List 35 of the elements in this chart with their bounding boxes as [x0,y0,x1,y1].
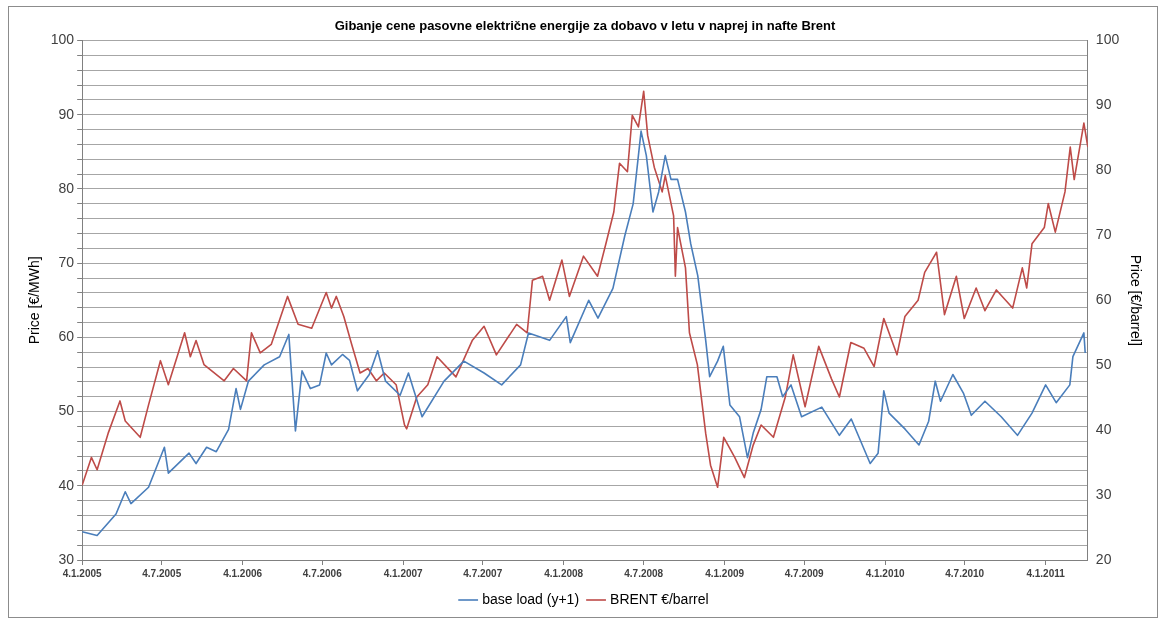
legend-label: base load (y+1) [482,590,580,607]
chart-title: Gibanje cene pasovne električne energije za dobavo v letu v naprej in nafte Brent [334,18,836,34]
y-tick-label: 70 [58,254,75,271]
x-tick-label: 4.7.2007 [463,567,503,579]
x-tick-label: 4.1.2007 [383,567,424,579]
x-tick-label: 4.7.2008 [624,567,664,579]
y2-tick-label: 30 [1095,485,1112,502]
y-tick-label: 30 [58,550,75,567]
x-tick-label: 4.1.2008 [544,567,584,579]
x-tick-label: 4.7.2005 [142,567,182,579]
y-tick-label: 40 [58,476,75,493]
x-tick-label: 4.1.2009 [705,567,745,579]
y2-tick-label: 60 [1095,291,1112,308]
y2-tick-label: 40 [1095,421,1112,438]
y-axis-title: Price [€/MWh] [26,256,43,345]
y-tick-label: 100 [50,31,75,48]
y-tick-label: 90 [58,105,75,122]
y2-tick-label: 100 [1095,31,1120,48]
legend-label: BRENT €/barrel [610,590,709,607]
y2-axis-title: Price [€/barrel] [1127,254,1144,346]
y2-tick-label: 50 [1095,356,1112,373]
y-tick-label: 60 [58,328,75,345]
x-tick-label: 4.1.2011 [1026,567,1066,579]
y2-tick-label: 70 [1095,226,1112,243]
y-tick-label: 50 [58,402,75,419]
y2-tick-label: 20 [1095,550,1112,567]
x-tick-label: 4.7.2010 [945,567,985,579]
y-tick-label: 80 [58,179,75,196]
y2-tick-label: 80 [1095,161,1112,178]
x-tick-label: 4.1.2005 [62,567,103,579]
x-tick-label: 4.7.2006 [302,567,343,579]
y2-tick-label: 90 [1095,96,1112,113]
x-tick-label: 4.1.2010 [865,567,906,579]
x-tick-label: 4.7.2009 [784,567,825,579]
x-tick-label: 4.1.2006 [223,567,263,579]
